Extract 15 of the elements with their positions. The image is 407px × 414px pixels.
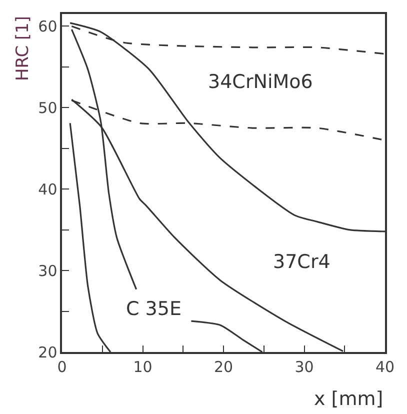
y-tick-label: 20: [38, 343, 58, 362]
annotation: 37Cr4: [273, 251, 330, 273]
x-axis-title: x [mm]: [314, 388, 384, 410]
y-tick-label: 40: [38, 180, 58, 198]
y-tick-label: 50: [38, 98, 58, 117]
x-tick-label: 20: [214, 358, 234, 376]
y-axis-title: HRC [1]: [13, 16, 34, 82]
annotation: 34CrNiMo6: [208, 71, 313, 93]
x-tick-label: 30: [294, 358, 314, 376]
y-tick-label: 60: [38, 17, 58, 36]
x-tick-label: 10: [133, 358, 152, 376]
x-tick-label: 0: [57, 358, 67, 376]
y-tick-label: 30: [38, 262, 58, 280]
annotation: C 35E: [126, 298, 182, 320]
x-tick-label: 40: [375, 358, 395, 376]
